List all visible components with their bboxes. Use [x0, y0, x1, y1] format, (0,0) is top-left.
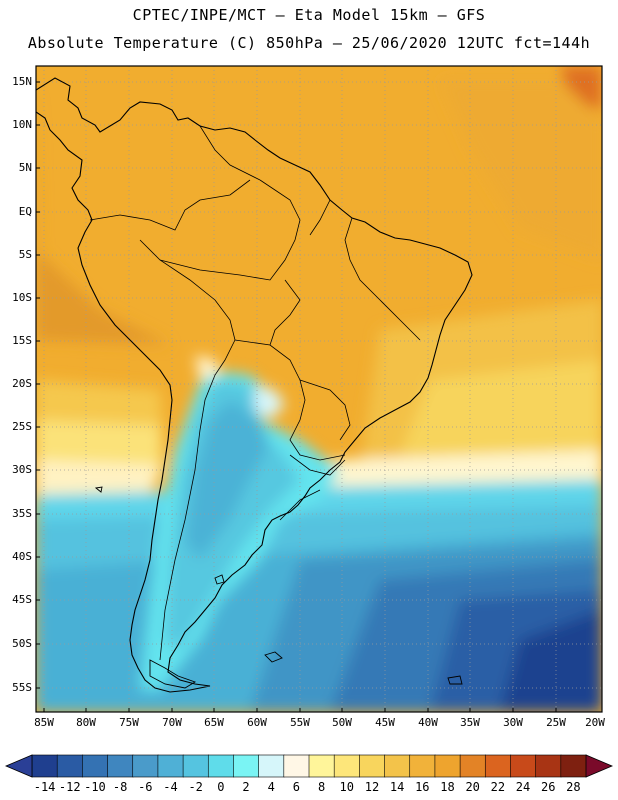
colorbar-cell — [157, 754, 184, 778]
colorbar-cell — [56, 754, 84, 778]
colorbar-tick-label: -8 — [112, 780, 128, 794]
colorbar-tick-label: 28 — [566, 780, 581, 794]
colorbar-tick-label: 16 — [415, 780, 430, 794]
colorbar-tick-label: -10 — [84, 780, 106, 794]
colorbar-cell — [107, 754, 134, 778]
colorbar-tick-label: 26 — [540, 780, 556, 794]
colorbar-cell — [510, 754, 537, 778]
colorbar-cell — [31, 754, 58, 778]
colorbar-cell — [182, 754, 209, 778]
colorbar-tick-label: -2 — [188, 780, 203, 794]
lat-label: 45S — [12, 593, 32, 606]
lon-label: 25W — [546, 716, 566, 729]
lon-label: 40W — [418, 716, 438, 729]
colorbar-cell — [132, 754, 159, 778]
colorbar-tick-label: 4 — [267, 780, 275, 794]
colorbar-cell — [207, 754, 235, 778]
colorbar-cell — [535, 754, 562, 778]
lat-label: 55S — [12, 681, 32, 694]
lon-label: 60W — [247, 716, 267, 729]
country-borders — [89, 125, 421, 661]
lat-label: 15N — [12, 75, 32, 88]
colorbar — [4, 754, 614, 778]
colorbar-tick-label: 24 — [515, 780, 531, 794]
colorbar-tick-label: 22 — [490, 780, 506, 794]
lat-label: 20S — [12, 377, 32, 390]
colorbar-tick-label: -4 — [163, 780, 178, 794]
lon-label: 85W — [34, 716, 54, 729]
temperature-field — [36, 66, 602, 712]
colorbar-cell — [258, 754, 285, 778]
colorbar-cell — [82, 754, 109, 778]
colorbar-tick-label: -12 — [58, 780, 81, 794]
colorbar-tick-label: 0 — [217, 780, 225, 794]
lat-label: 35S — [12, 507, 32, 520]
colorbar-tick-label: -14 — [33, 780, 56, 794]
lat-label: 40S — [12, 550, 32, 563]
title-line-2: Absolute Temperature (C) 850hPa – 25/06/… — [27, 34, 591, 52]
lon-label: 80W — [76, 716, 96, 729]
colorbar-tick-label: 6 — [292, 780, 301, 794]
colorbar-cell — [409, 754, 436, 778]
colorbar-cell — [384, 754, 411, 778]
colorbar-cell — [308, 754, 335, 778]
colorbar-cell — [333, 754, 361, 778]
lon-label: 20W — [585, 716, 605, 729]
colorbar-tick-label: 20 — [465, 780, 480, 794]
colorbar-cell — [459, 754, 486, 778]
lon-label: 75W — [119, 716, 139, 729]
lat-label: 10S — [12, 291, 32, 304]
lat-label: 5N — [18, 161, 32, 174]
lat-label: 5S — [18, 248, 32, 261]
lon-label: 45W — [375, 716, 395, 729]
lat-label: 30S — [12, 463, 32, 476]
colorbar-low-arrow — [4, 754, 33, 778]
lon-label: 65W — [204, 716, 224, 729]
colorbar-tick-label: 10 — [339, 780, 354, 794]
colorbar-cell — [434, 754, 461, 778]
colorbar-cell — [233, 754, 260, 778]
colorbar-tick-label: 8 — [317, 780, 326, 794]
lat-label: 50S — [12, 637, 32, 650]
lat-label: 15S — [12, 334, 32, 347]
colorbar-cell — [484, 754, 512, 778]
lon-label: 55W — [290, 716, 310, 729]
title-line-1: CPTEC/INPE/MCT – Eta Model 15km – GFS — [132, 6, 486, 24]
colorbar-cell — [359, 754, 386, 778]
map-frame — [35, 65, 603, 713]
lon-label: 50W — [332, 716, 352, 729]
colorbar-cell — [283, 754, 310, 778]
colorbar-high-arrow — [585, 754, 614, 778]
colorbar-tick-label: 2 — [242, 780, 250, 794]
lat-label: EQ — [18, 205, 32, 218]
colorbar-tick-label: 18 — [440, 780, 455, 794]
colorbar-tick-label: 12 — [364, 780, 380, 794]
lon-label: 30W — [503, 716, 523, 729]
lat-label: 25S — [12, 420, 32, 433]
colorbar-tick-label: -6 — [138, 780, 153, 794]
colorbar-cell — [560, 754, 587, 778]
lat-label: 10N — [12, 118, 32, 131]
colorbar-tick-label: 14 — [389, 780, 405, 794]
lon-label: 70W — [162, 716, 182, 729]
coastline — [36, 77, 473, 693]
lon-label: 35W — [460, 716, 480, 729]
